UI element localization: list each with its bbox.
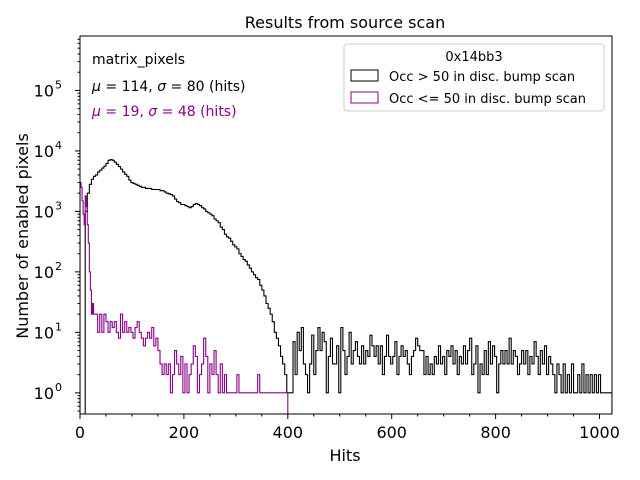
x-axis: 0 200 400 600 800 1000 xyxy=(75,414,620,442)
mu-value: 114 xyxy=(122,79,149,95)
y-axis-label: Number of enabled pixels xyxy=(13,133,32,339)
x-axis-label: Hits xyxy=(329,446,360,465)
mu-value: 19 xyxy=(122,104,140,120)
sigma-symbol: σ xyxy=(157,79,167,95)
annotation-name: matrix_pixels xyxy=(92,52,185,68)
x-tick-label: 200 xyxy=(169,423,200,442)
y-tick-exponent: 0 xyxy=(55,381,62,394)
annotation-stats-purple: μ = 19, σ = 48 (hits) xyxy=(91,104,237,120)
y-tick-label: 10 xyxy=(34,323,54,342)
x-tick-label: 800 xyxy=(480,423,511,442)
unit: (hits) xyxy=(209,79,245,95)
annotation-stats-black: μ = 114, σ = 80 (hits) xyxy=(91,79,245,95)
y-tick-exponent: 4 xyxy=(55,139,62,152)
histogram-series-0 xyxy=(84,158,612,414)
legend-swatch-purple xyxy=(350,91,379,104)
y-tick-exponent: 1 xyxy=(55,320,62,333)
chart-title: Results from source scan xyxy=(245,13,445,32)
y-tick-exponent: 3 xyxy=(55,199,62,212)
legend-title: 0x14bb3 xyxy=(445,50,502,65)
x-tick-label: 1000 xyxy=(579,423,620,442)
y-tick-label: 10 xyxy=(34,384,54,403)
y-tick-label: 10 xyxy=(34,263,54,282)
legend: 0x14bb3 Occ > 50 in disc. bump scan Occ … xyxy=(343,43,605,112)
sigma-value: 80 xyxy=(187,79,205,95)
histogram-series-1 xyxy=(80,181,289,414)
unit: (hits) xyxy=(200,104,236,120)
x-tick-label: 400 xyxy=(273,423,304,442)
y-tick-label: 10 xyxy=(34,142,54,161)
legend-swatch-black xyxy=(350,69,379,82)
x-tick-label: 0 xyxy=(75,423,85,442)
sigma-value: 48 xyxy=(178,104,196,120)
y-tick-label: 10 xyxy=(34,81,54,100)
series-layer xyxy=(80,158,612,414)
mu-symbol: μ xyxy=(91,79,101,95)
sigma-symbol: σ xyxy=(148,104,158,120)
x-tick-label: 600 xyxy=(376,423,407,442)
legend-box xyxy=(343,43,605,112)
legend-label-black: Occ > 50 in disc. bump scan xyxy=(389,70,575,85)
y-tick-label: 10 xyxy=(34,202,54,221)
mu-symbol: μ xyxy=(91,104,101,120)
legend-label-purple: Occ <= 50 in disc. bump scan xyxy=(389,92,586,107)
y-tick-exponent: 5 xyxy=(55,78,62,91)
y-tick-exponent: 2 xyxy=(55,260,62,273)
